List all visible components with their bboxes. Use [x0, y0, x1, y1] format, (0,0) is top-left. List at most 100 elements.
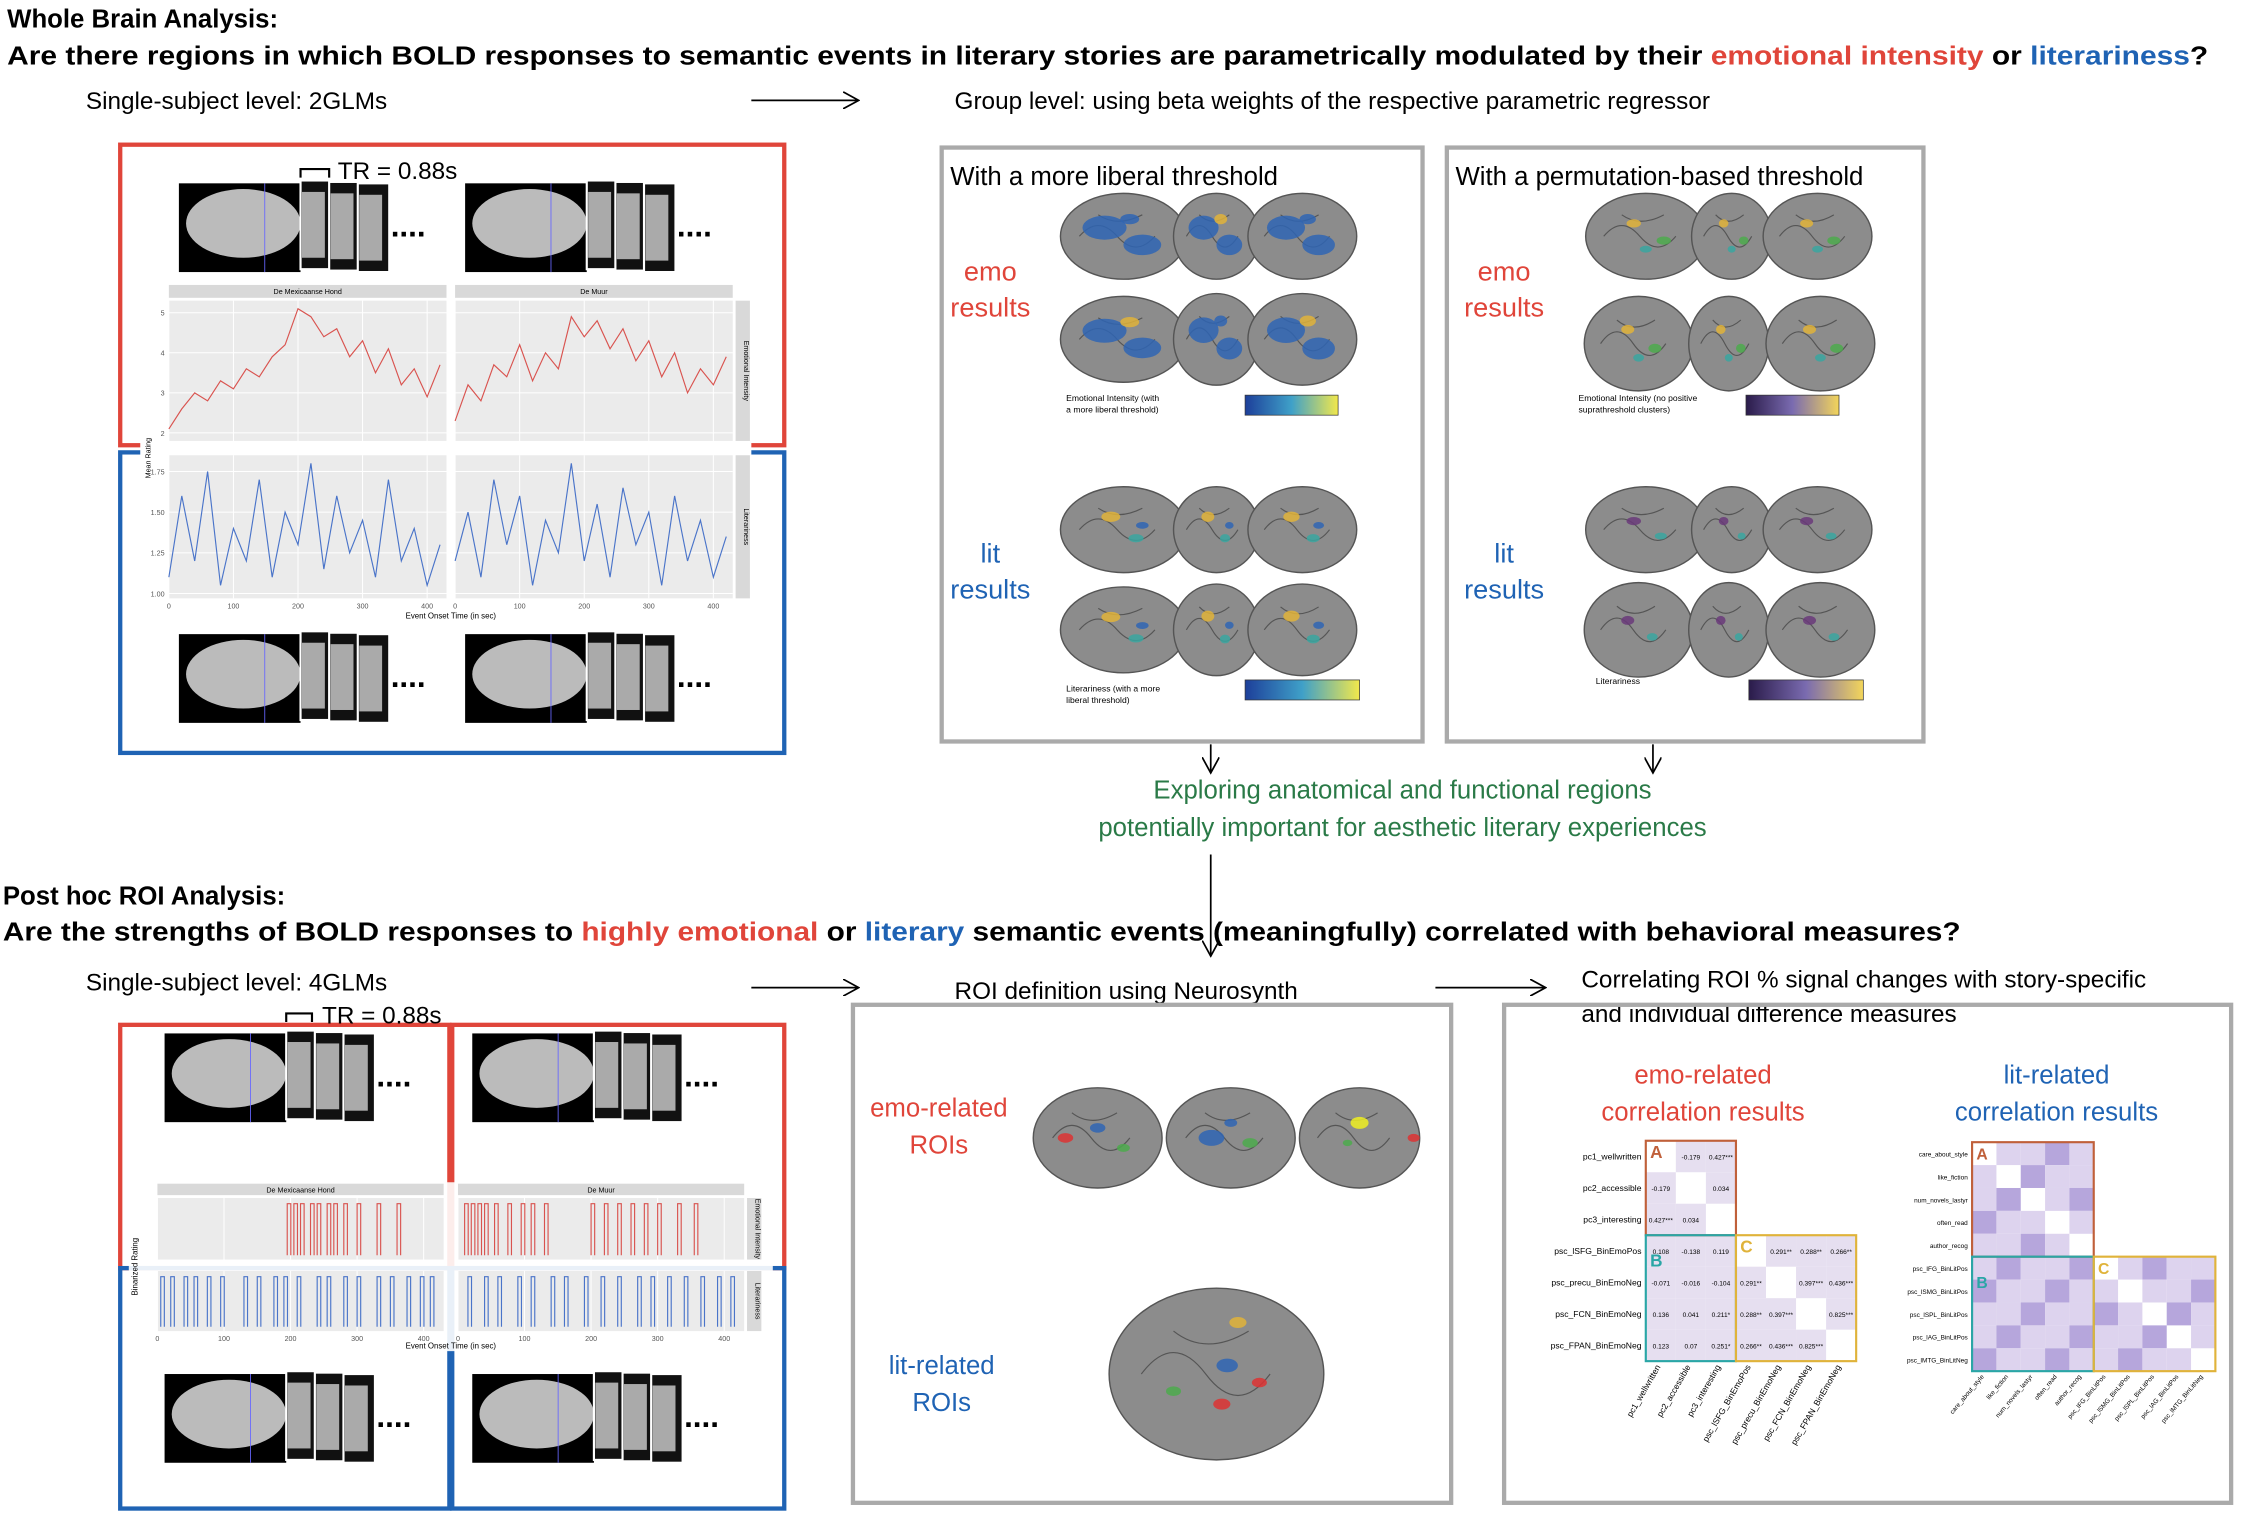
matrix-cell	[2020, 1165, 2046, 1188]
strip	[455, 284, 733, 298]
matrix-cell	[1996, 1187, 2021, 1211]
result-label: results	[950, 573, 1030, 604]
mri-head	[588, 642, 612, 709]
event-pulse	[389, 1276, 395, 1327]
colorbar	[1244, 394, 1339, 416]
strip	[168, 284, 447, 298]
bridge-text: potentially important for aesthetic lite…	[1098, 814, 1706, 842]
x-axis-label: Event Onset Time (in sec)	[406, 1341, 497, 1350]
y-axis-label: Mean Rating	[144, 438, 152, 479]
matrix-cell	[2045, 1187, 2070, 1211]
matrix-cell	[2069, 1165, 2094, 1188]
matrix-row-label: num_novels_lastyr	[1914, 1197, 1969, 1204]
question-text: ?	[2190, 43, 2208, 71]
matrix-cell	[2069, 1325, 2094, 1349]
y-axis-label: Binarized Rating	[130, 1238, 139, 1296]
panel-box	[1501, 1002, 2234, 1505]
brain-sulci	[1703, 507, 1753, 541]
matrix-cell	[2142, 1256, 2167, 1280]
matrix-value: 0.251*	[1711, 1343, 1730, 1350]
matrix-row-label: psc_lAG_BinLitPos	[1913, 1335, 1968, 1342]
brain-blob	[1128, 534, 1144, 543]
brain	[1247, 192, 1358, 280]
y-tick-label: 1.00	[151, 590, 165, 598]
brain-blob	[1306, 534, 1320, 543]
event-pulse	[520, 1203, 526, 1256]
block-letter: B	[1650, 1251, 1662, 1271]
mri-head	[359, 194, 383, 261]
x-tick-label: 400	[418, 1335, 430, 1343]
matrix-col-label: like_fiction	[1985, 1373, 2010, 1401]
matrix-cell	[1675, 1298, 1706, 1330]
event-pulse	[406, 1276, 412, 1327]
matrix-cell	[1826, 1298, 1857, 1330]
mri-head	[472, 189, 587, 258]
event-pulse	[206, 1276, 212, 1327]
matrix-col-label: care_about_style	[1949, 1373, 1986, 1415]
block-letter: B	[1976, 1275, 1987, 1292]
matrix-cell	[1735, 1298, 1767, 1330]
matrix-value: 0.041	[1683, 1312, 1700, 1319]
event-pulse	[356, 1276, 362, 1327]
event-pulse	[396, 1203, 402, 1256]
matrix-cell	[1675, 1235, 1706, 1267]
matrix-value: 0.288**	[1740, 1312, 1762, 1319]
brain-blob	[1216, 234, 1243, 256]
brain-blob	[1266, 215, 1306, 240]
event-pulse	[650, 1276, 656, 1327]
matrix-cell	[1766, 1235, 1797, 1267]
strip-label: De Muur	[587, 1186, 615, 1194]
matrix-row-label: psc_lSFG_BinEmoPos	[1554, 1246, 1641, 1256]
matrix-row-label: care_about_style	[1919, 1151, 1968, 1158]
brain-blob	[1825, 532, 1837, 540]
brain-blob	[1198, 1129, 1225, 1146]
section-question: Are the strengths of BOLD responses to h…	[3, 918, 1961, 946]
matrix-cell	[2166, 1302, 2192, 1326]
brain-blob	[1736, 343, 1746, 353]
panel-bg	[457, 1198, 745, 1260]
brain-sulci	[1603, 507, 1677, 541]
question-text: or	[1984, 43, 2031, 71]
matrix-cell	[1705, 1235, 1736, 1267]
brain-blob	[1128, 634, 1144, 643]
strip-label: De Mexicaanse Hond	[274, 288, 342, 296]
roi-label: ROIs	[909, 1132, 968, 1160]
section-title: Whole Brain Analysis:	[7, 5, 278, 33]
panel-box	[939, 145, 1425, 744]
panel-bg	[168, 300, 447, 441]
brain	[1108, 1287, 1325, 1461]
matrix-cell	[2166, 1279, 2192, 1303]
brain-blob	[1242, 1138, 1258, 1148]
event-pulse	[467, 1276, 473, 1327]
brain-blob	[1082, 215, 1127, 240]
brain-sulci	[1779, 507, 1846, 541]
matrix-cell	[2093, 1348, 2119, 1372]
brain-blob	[1229, 1317, 1247, 1329]
matrix-value: -0.138	[1682, 1249, 1701, 1256]
matrix-cell	[1972, 1187, 1997, 1211]
brain-blob	[1225, 621, 1234, 629]
mri-head	[287, 1042, 311, 1108]
brain	[1762, 192, 1873, 280]
brain	[1247, 583, 1358, 677]
event-pulse	[243, 1276, 249, 1327]
block-letter: C	[1740, 1236, 1752, 1256]
panel-title: With a permutation-based threshold	[1455, 163, 1863, 191]
event-pulse	[293, 1203, 299, 1256]
event-pulse	[497, 1276, 503, 1327]
question-text: semantic events (meaningfully) correlate…	[964, 918, 1960, 946]
brain-blob	[1621, 615, 1635, 625]
brain-blob	[1800, 219, 1814, 228]
matrix-cell	[1826, 1235, 1857, 1267]
matrix-cell	[1972, 1302, 1997, 1326]
event-pulse	[590, 1203, 596, 1256]
matrix-value: 0.108	[1653, 1249, 1670, 1256]
brain-blob	[1188, 317, 1219, 343]
x-axis-label: Event Onset Time (in sec)	[406, 611, 497, 620]
ellipsis: ....	[677, 659, 712, 694]
brain-sulci	[1781, 605, 1849, 643]
result-label: emo	[964, 256, 1017, 287]
brain	[1765, 295, 1876, 392]
matrix-cell	[2118, 1256, 2143, 1280]
mri-head	[588, 191, 612, 258]
